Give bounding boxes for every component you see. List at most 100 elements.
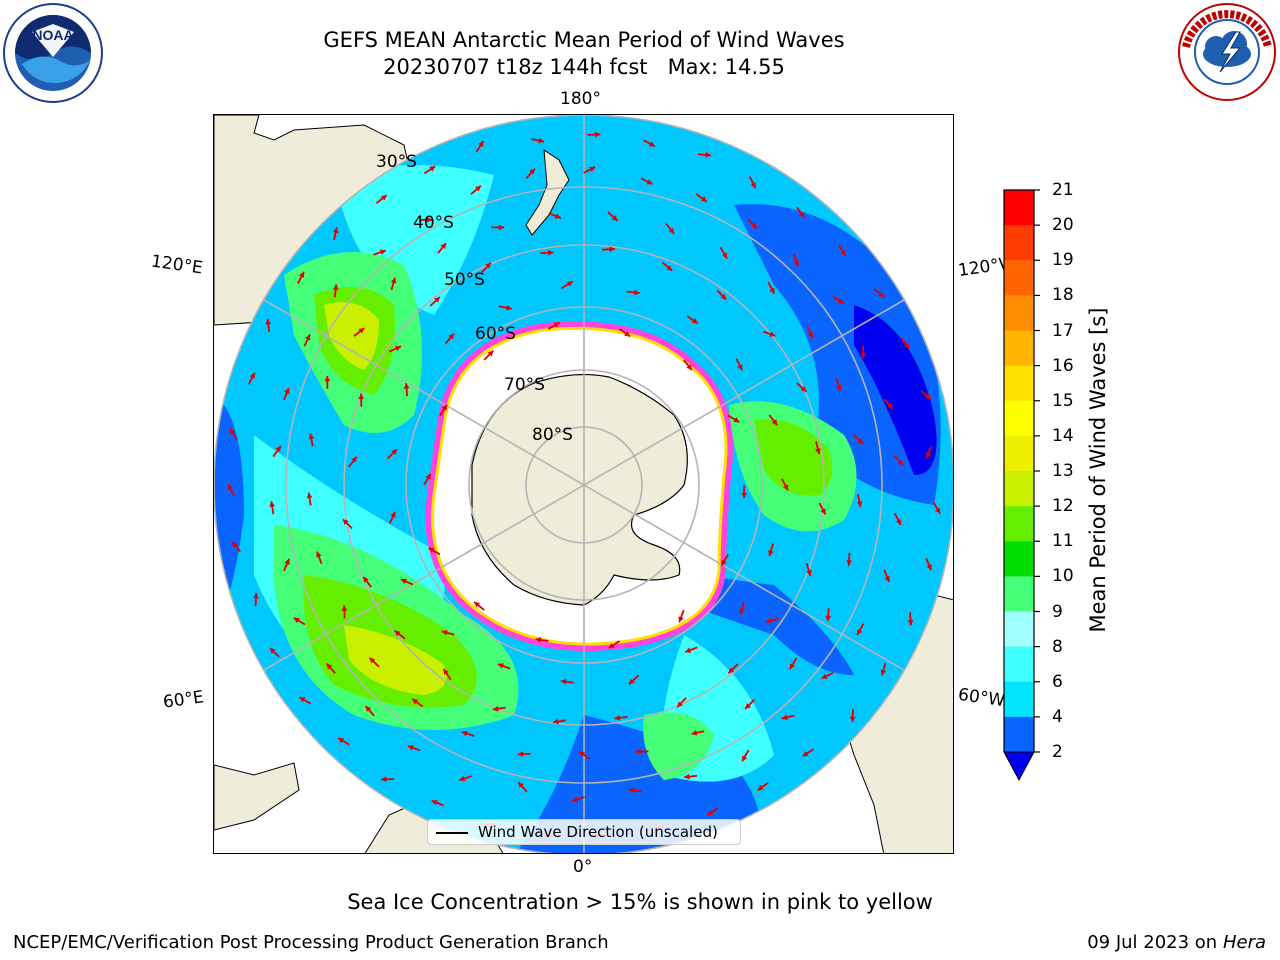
wave-direction-arrowhead [299,697,306,703]
wave-direction-arrowhead [363,576,369,583]
lat-label-40s: 40°S [413,213,454,233]
wave-direction-arrowhead [485,262,491,269]
wave-direction-arrowhead [478,141,484,147]
wave-direction-arrowhead [884,576,890,583]
wave-direction-arrowhead [806,569,812,576]
colorbar-cell [1004,400,1034,437]
wave-direction-arrowhead [407,745,414,751]
run-date-text: 09 Jul 2023 on [1087,932,1223,953]
wave-direction-arrowhead [802,751,809,757]
wave-direction-arrowhead [380,195,387,201]
wave-direction-arrowhead [381,776,387,783]
wave-direction-arrowhead [305,334,311,341]
wave-direction-arrowhead [766,617,773,624]
wave-direction-arrowhead [629,678,635,685]
wave-direction-arrowhead [553,322,560,328]
wave-direction-arrowhead [429,166,436,172]
map-panel [213,114,954,854]
lat-label-60s: 60°S [475,324,516,344]
wave-direction-arrowhead [390,511,396,518]
wave-direction-arrowhead [459,775,466,782]
colorbar-tick-label: 8 [1052,636,1063,657]
colorbar-tick-label: 19 [1052,250,1074,271]
wave-direction-arrowhead [677,701,683,708]
wave-direction-arrowhead [781,714,788,721]
wave-direction-arrowhead [821,673,828,679]
wave-direction-arrowhead [338,738,345,744]
map-subtitle: 20230707 t18z 144h fcst Max: 14.55 [383,55,785,79]
wave-direction-arrowhead [880,669,887,676]
wave-direction-arrowhead [668,227,675,234]
colorbar-tick-label: 20 [1052,215,1074,236]
colorbar-cell [1004,190,1034,226]
colorbar-cell [1004,330,1034,367]
wave-direction-arrowhead [686,364,692,371]
wave-direction-arrowhead [358,393,365,400]
wave-direction-arrowhead [856,501,863,507]
colorbar-tick-label: 17 [1052,320,1074,341]
wave-direction-arrowhead [926,564,932,571]
wave-direction-arrowhead [342,519,349,525]
wave-direction-arrowhead [269,647,276,654]
wave-direction-arrowhead [269,501,276,507]
wave-direction-arrowhead [628,787,635,794]
wave-direction-arrowhead [440,243,447,250]
wave-direction-arrowhead [306,492,313,499]
wave-direction-arrowhead [589,166,596,172]
colorbar-tick-label: 14 [1052,425,1074,446]
lon-label-120e: 120°E [149,251,204,279]
colorbar-tick-label: 10 [1052,566,1074,587]
wave-direction-arrowhead [926,452,932,459]
wave-direction-arrowhead [895,518,901,525]
colorbar-tick-label: 4 [1052,706,1063,727]
colorbar-cell [1004,681,1034,718]
wave-direction-arrowhead [705,152,711,158]
wave-direction-arrowhead [487,350,494,357]
wave-direction-arrowhead [783,484,789,491]
graticule [214,115,953,853]
colorbar-tick-label: 9 [1052,601,1063,622]
producer-credit: NCEP/EMC/Verification Post Processing Pr… [13,932,609,953]
colorbar-tick-label: 21 [1052,180,1074,200]
wave-direction-arrowhead [579,751,586,757]
wave-direction-arrowhead [441,404,447,411]
colorbar-tick-label: 13 [1052,461,1074,481]
colorbar-cells [1003,189,1035,782]
wave-direction-arrowhead [594,131,601,138]
wave-direction-arrowhead [553,718,559,725]
wave-direction-arrowhead [227,484,233,491]
lat-label-50s: 50°S [444,270,485,290]
wave-direction-arrowhead [229,428,236,435]
wave-direction-arrowhead [498,224,505,231]
wave-direction-arrowhead [434,297,440,303]
wave-direction-arrowhead [925,393,932,400]
noaa-logo: NOAA [3,3,103,103]
wave-direction-arrowhead [253,592,259,599]
colorbar-tick-label: 16 [1052,355,1074,376]
wave-direction-arrowhead [249,372,255,379]
wave-direction-arrowhead [666,265,673,271]
wave-direction-arrowhead [395,345,402,352]
legend-line-swatch [436,832,468,834]
colorbar-cell [1004,576,1034,612]
wave-direction-arrowhead [391,449,398,456]
wave-direction-arrowhead [425,473,431,480]
wave-direction-arrowhead [721,559,727,566]
wave-direction-arrowhead [849,716,856,722]
wave-direction-arrowhead [935,507,941,514]
wave-direction-arrowhead [232,541,238,548]
wave-direction-arrowhead [529,168,535,175]
wave-direction-arrowhead [739,608,745,615]
wave-direction-arrowhead [789,663,796,670]
wave-direction-arrowhead [624,331,631,337]
wave-direction-arrowhead [394,630,401,637]
wave-direction-arrowhead [691,318,698,324]
wave-direction-arrowhead [505,304,512,311]
colorbar-cell [1004,646,1034,683]
wave-direction-arrowhead [769,331,776,337]
wave-direction-arrowhead [358,328,365,334]
wave-direction-arrowhead [275,445,281,452]
wave-direction-arrowhead [741,492,747,498]
wave-direction-arrowhead [518,782,524,789]
map-title: GEFS MEAN Antarctic Mean Period of Wind … [323,28,845,52]
